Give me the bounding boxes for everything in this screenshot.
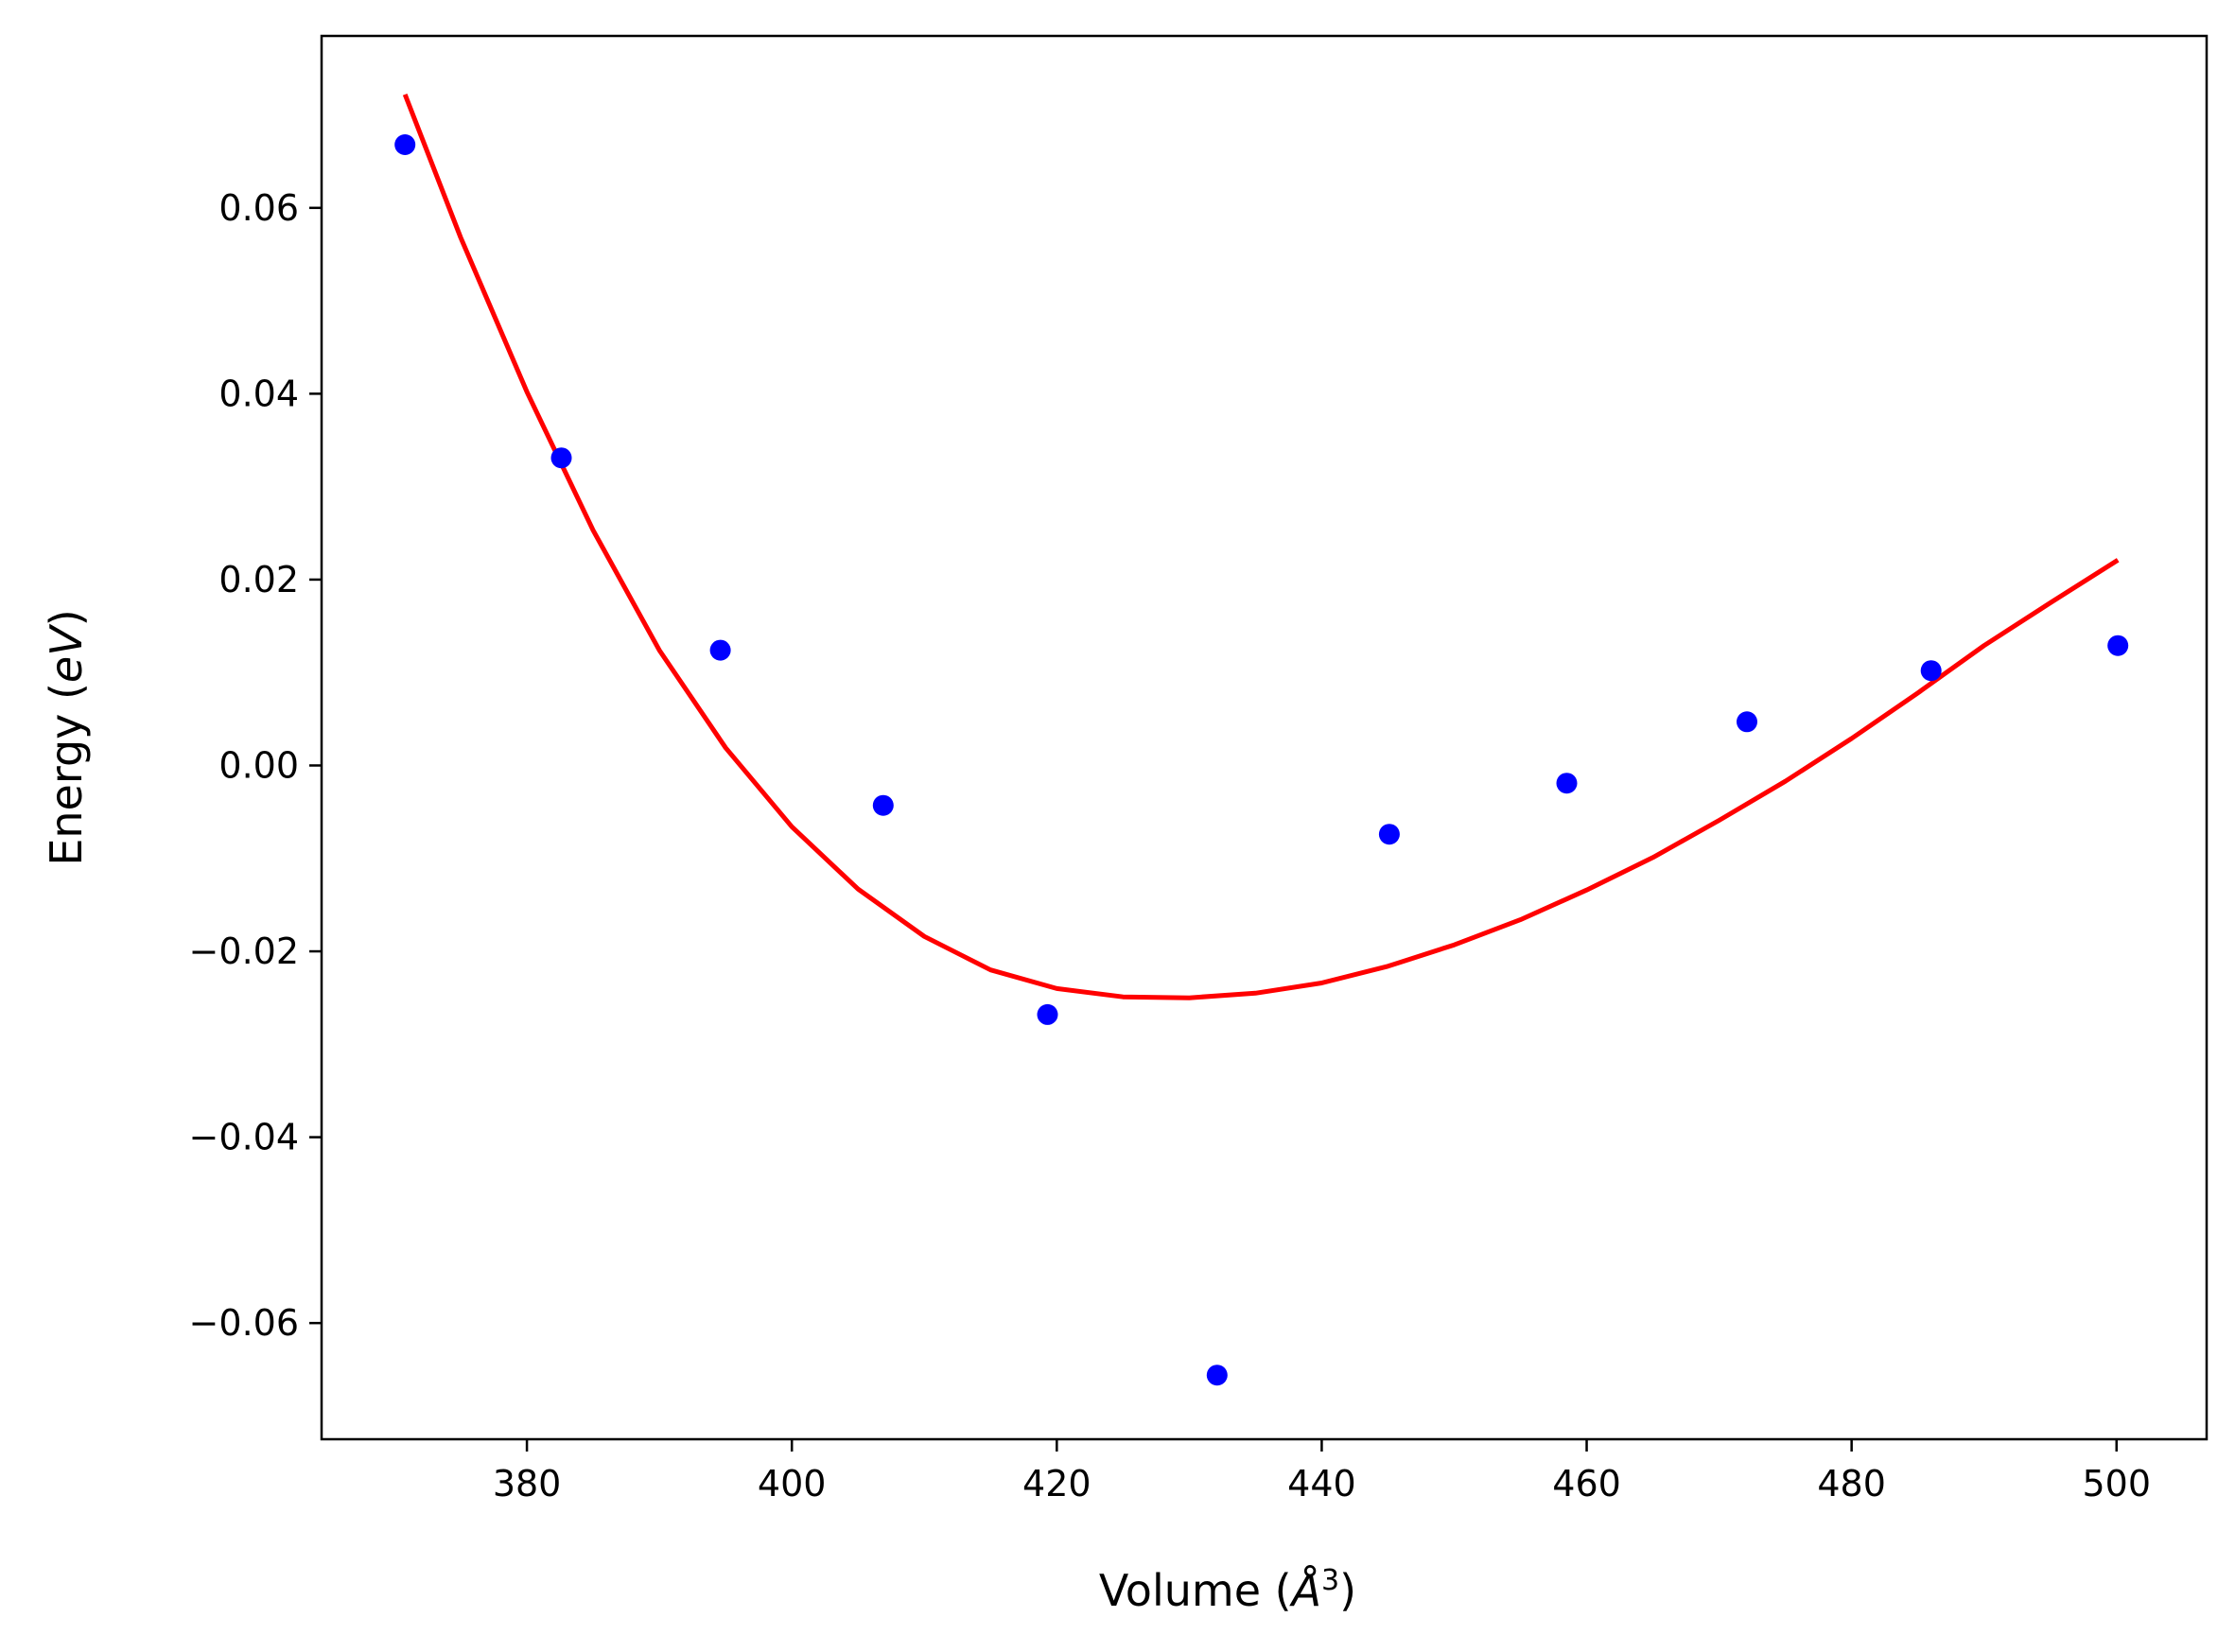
data-point bbox=[872, 794, 894, 816]
y-tick-label: −0.04 bbox=[189, 1117, 299, 1158]
data-point bbox=[1206, 1365, 1228, 1386]
y-axis-label-italic: eV bbox=[41, 623, 92, 683]
data-point bbox=[1037, 1003, 1058, 1025]
y-tick-label: 0.06 bbox=[218, 187, 299, 229]
data-point bbox=[2107, 635, 2129, 656]
x-tick-label: 500 bbox=[2082, 1463, 2151, 1504]
x-tick-label: 440 bbox=[1287, 1463, 1356, 1504]
y-tick-label: −0.02 bbox=[189, 930, 299, 972]
x-axis-label-main: Volume ( bbox=[1099, 1565, 1292, 1616]
y-tick-label: 0.04 bbox=[218, 373, 299, 414]
y-tick-label: −0.06 bbox=[189, 1302, 299, 1344]
y-tick-label: 0.00 bbox=[218, 744, 299, 786]
plot-frame bbox=[320, 34, 2209, 1441]
data-point bbox=[550, 447, 572, 469]
plot-area bbox=[394, 93, 2129, 1386]
x-axis-label-sup: 3 bbox=[1321, 1564, 1339, 1597]
x-axis: 380 400 420 440 460 480 500 bbox=[493, 1439, 2151, 1504]
y-axis-label: Energy (eV) bbox=[41, 609, 92, 865]
x-axis-label-close: ) bbox=[1339, 1565, 1356, 1616]
data-point bbox=[1378, 824, 1400, 845]
x-tick-label: 460 bbox=[1552, 1463, 1621, 1504]
y-axis: −0.06 −0.04 −0.02 0.00 0.02 0.04 0.06 bbox=[189, 187, 322, 1344]
data-point bbox=[709, 639, 731, 661]
x-tick-label: 400 bbox=[758, 1463, 827, 1504]
y-tick-label: 0.02 bbox=[218, 559, 299, 600]
x-tick-label: 480 bbox=[1817, 1463, 1886, 1504]
y-axis-label-close: ) bbox=[41, 609, 92, 626]
fit-curve-line bbox=[402, 93, 2120, 1000]
data-point bbox=[394, 134, 416, 155]
y-axis-label-main: Energy ( bbox=[41, 683, 92, 866]
x-axis-label-italic: Å bbox=[1289, 1565, 1321, 1616]
x-tick-label: 380 bbox=[493, 1463, 562, 1504]
x-tick-label: 420 bbox=[1022, 1463, 1091, 1504]
x-axis-label: Volume (Å3) bbox=[1099, 1564, 1356, 1617]
data-point bbox=[1737, 711, 1757, 733]
data-point bbox=[1920, 660, 1942, 682]
data-point bbox=[1556, 773, 1578, 794]
